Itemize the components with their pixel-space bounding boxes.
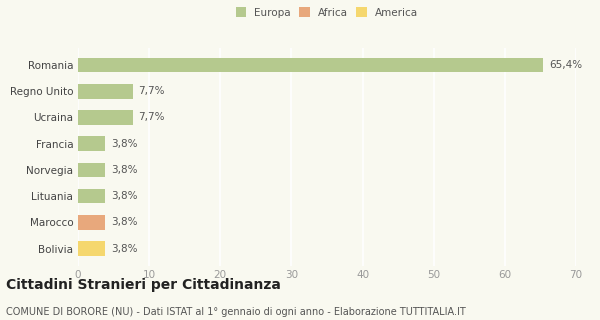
Text: 7,7%: 7,7% — [139, 86, 165, 96]
Text: 65,4%: 65,4% — [549, 60, 582, 70]
Bar — [78, 241, 105, 256]
Text: 3,8%: 3,8% — [111, 165, 137, 175]
Text: 3,8%: 3,8% — [111, 244, 137, 253]
Text: 3,8%: 3,8% — [111, 191, 137, 201]
Bar — [78, 110, 133, 125]
Bar — [78, 163, 105, 177]
Bar — [78, 58, 543, 72]
Bar — [78, 84, 133, 99]
Text: 3,8%: 3,8% — [111, 217, 137, 227]
Text: COMUNE DI BORORE (NU) - Dati ISTAT al 1° gennaio di ogni anno - Elaborazione TUT: COMUNE DI BORORE (NU) - Dati ISTAT al 1°… — [6, 307, 466, 317]
Bar — [78, 137, 105, 151]
Text: 3,8%: 3,8% — [111, 139, 137, 149]
Bar — [78, 189, 105, 203]
Bar — [78, 215, 105, 229]
Text: Cittadini Stranieri per Cittadinanza: Cittadini Stranieri per Cittadinanza — [6, 278, 281, 292]
Text: 7,7%: 7,7% — [139, 113, 165, 123]
Legend: Europa, Africa, America: Europa, Africa, America — [233, 5, 421, 20]
